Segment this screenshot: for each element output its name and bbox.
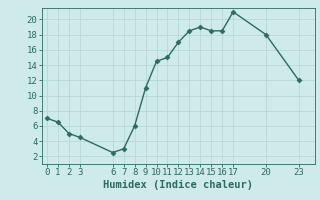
X-axis label: Humidex (Indice chaleur): Humidex (Indice chaleur) [103, 180, 253, 190]
